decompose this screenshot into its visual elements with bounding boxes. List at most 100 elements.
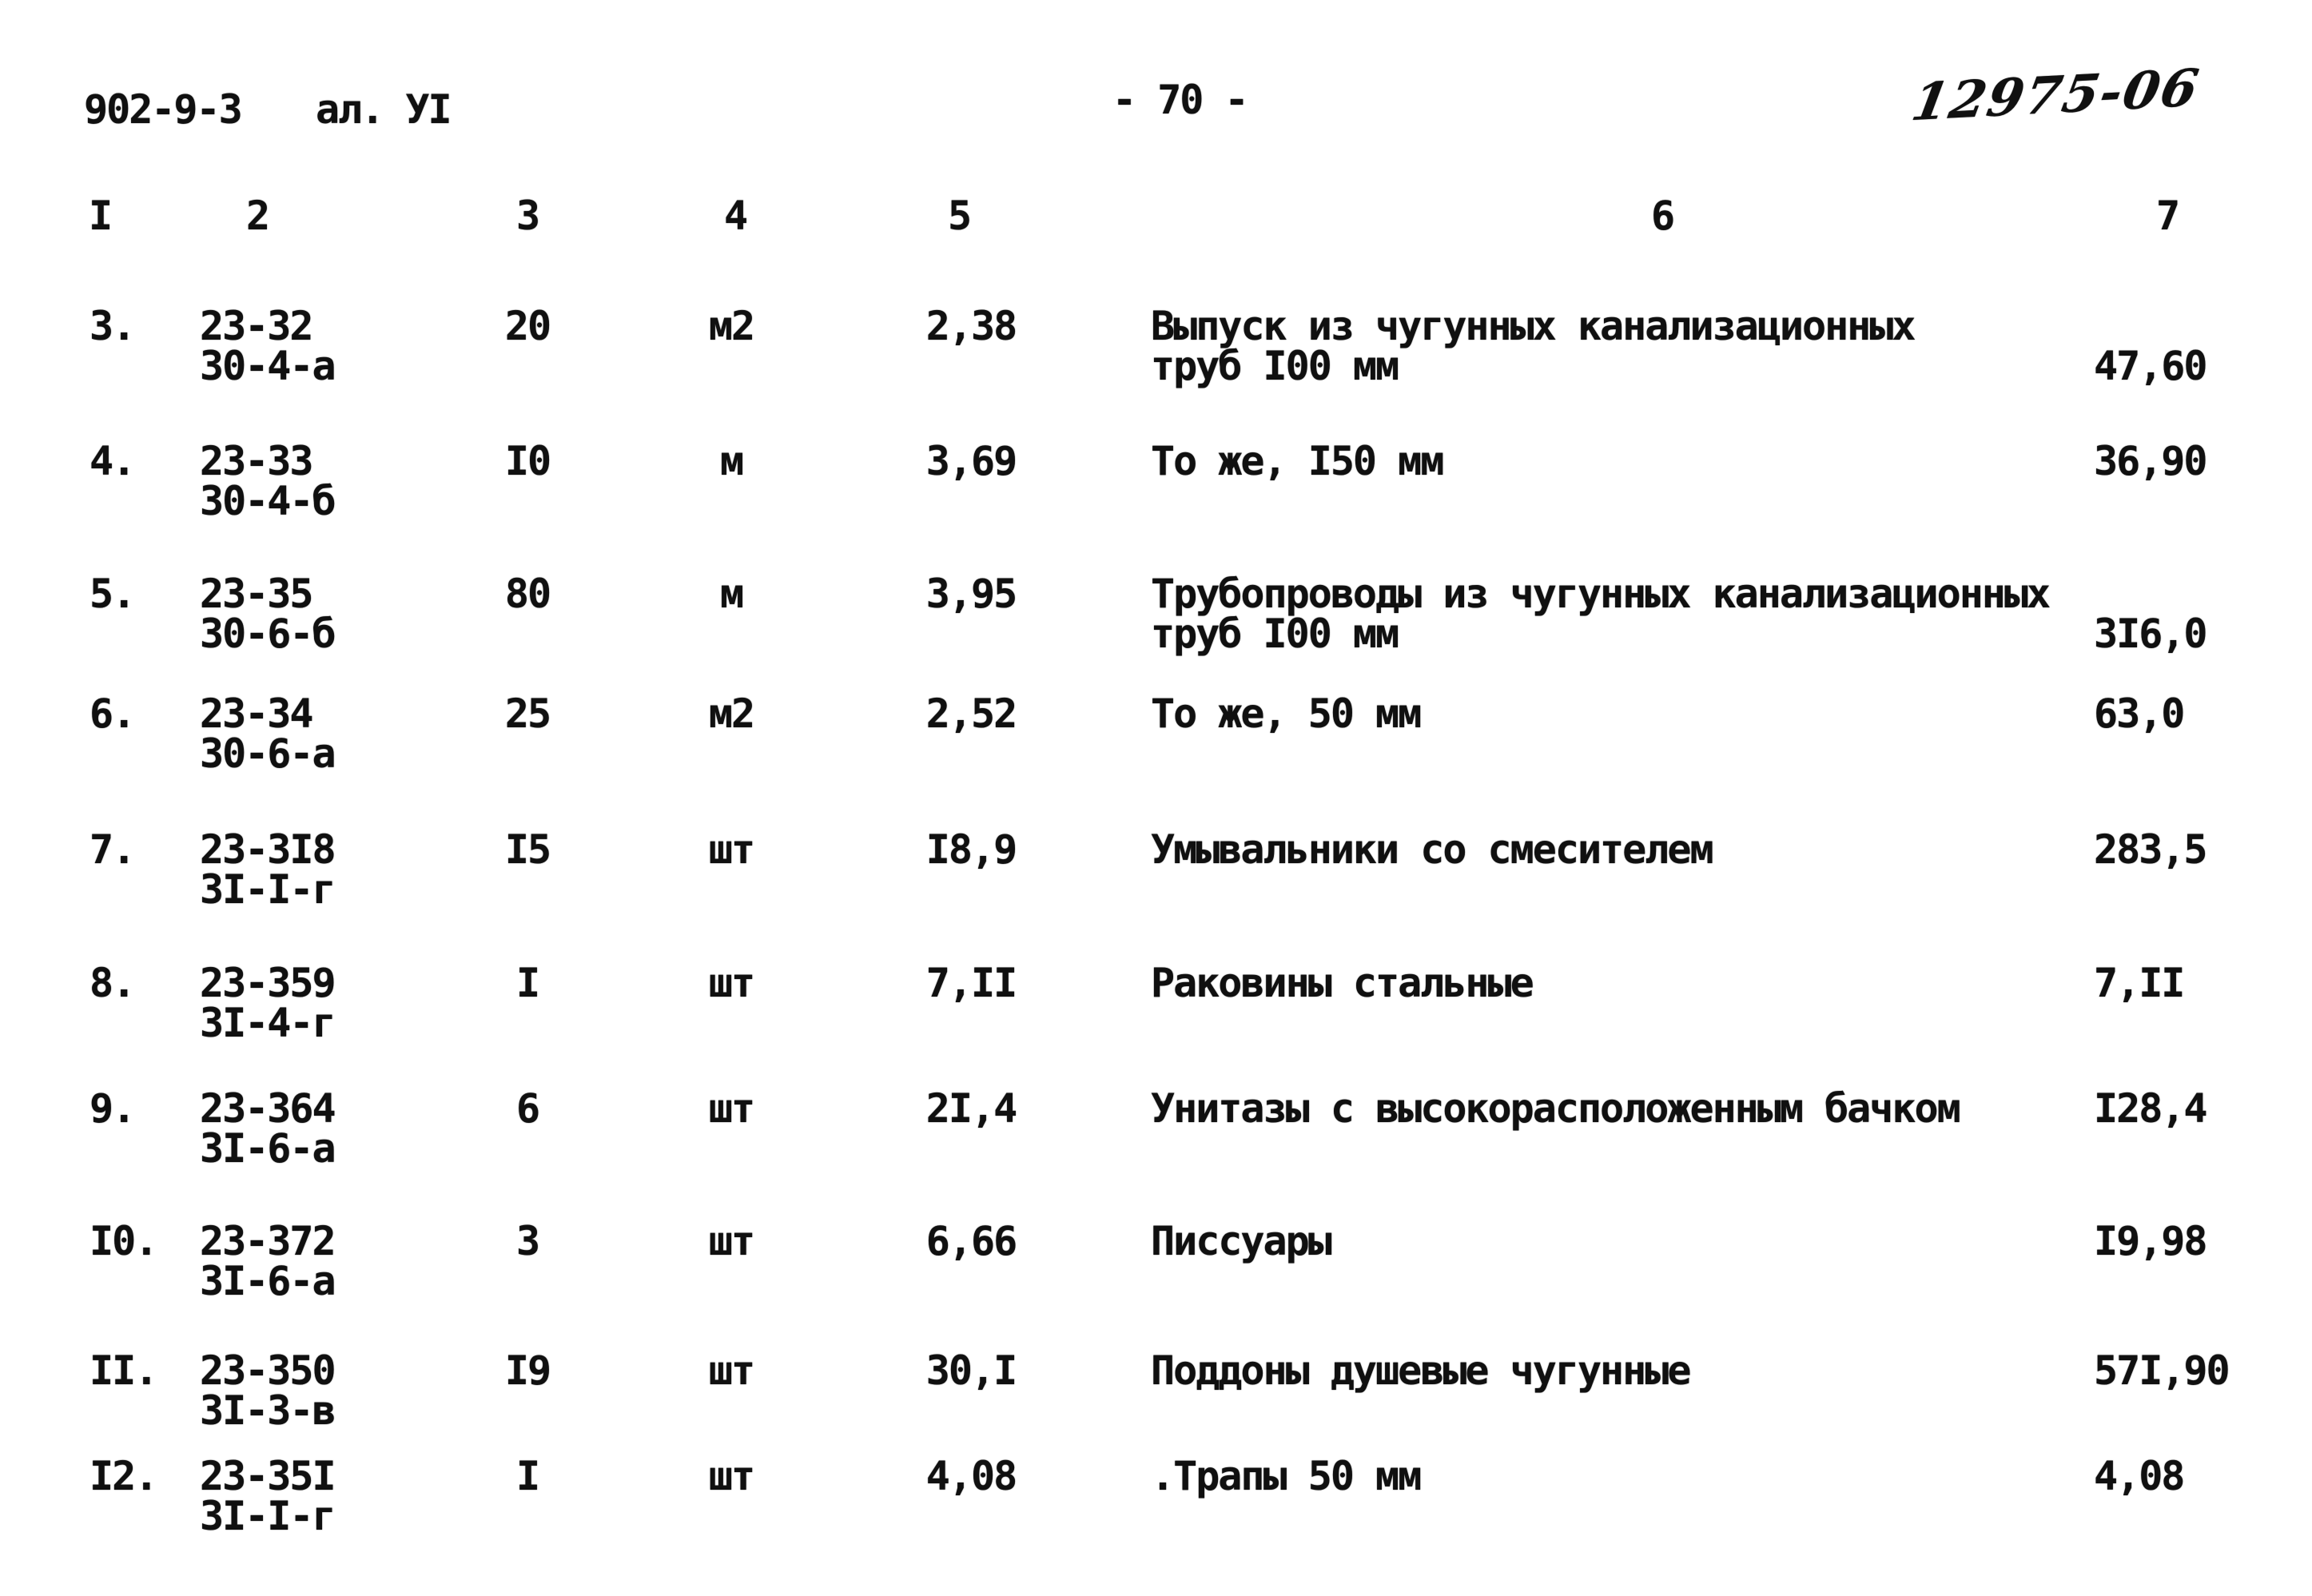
handwritten-inventory-number: 12975-06 [1907, 58, 2204, 133]
quantity: I [515, 1453, 540, 1499]
unit-cost: 2,38 [925, 303, 1017, 349]
total-cost: 4,08 [2094, 1453, 2185, 1499]
description-line: Поддоны душевые чугунные [1151, 1347, 1691, 1394]
column-header-row: I 2 3 4 5 6 7 [0, 196, 2312, 244]
description-line: Выпуск из чугунных канализационных [1151, 303, 1916, 349]
unit-cost: 30,I [925, 1347, 1017, 1394]
table-row: 9. 23-364 3I-6-а 6 шт 2I,4 Унитазы с высокорас… [0, 1089, 2312, 1220]
unit: м [719, 571, 744, 617]
page-number: - 70 - [1112, 77, 1249, 123]
table-row: 6. 23-34 30-6-а 25 м2 2,52 То же, 50 мм 63,0 [0, 694, 2312, 826]
quantity: I0 [504, 438, 551, 484]
column-header-7: 7 [2155, 193, 2180, 239]
unit: шт [708, 1453, 755, 1499]
unit-cost: 2,52 [925, 691, 1017, 737]
total-cost: 3I6,0 [2094, 611, 2208, 657]
total-cost: 57I,90 [2094, 1347, 2230, 1394]
estimate-code-line: 23-33 [200, 438, 314, 484]
description-line: Умывальники со смесителем [1151, 826, 1714, 873]
total-cost: 47,60 [2094, 343, 2208, 389]
total-cost: 36,90 [2094, 438, 2208, 484]
column-header-2: 2 [245, 193, 270, 239]
unit: шт [708, 1218, 755, 1264]
description-line: Трубопроводы из чугунных канализационных [1151, 571, 2051, 617]
estimate-code-line: 3I-I-г [200, 866, 336, 913]
estimate-code-line: 3I-6-а [200, 1125, 336, 1172]
row-number: 4. [90, 438, 136, 484]
total-cost: I9,98 [2094, 1218, 2208, 1264]
estimate-code-line: 3I-6-а [200, 1258, 336, 1304]
unit: шт [708, 960, 755, 1006]
quantity: 25 [504, 691, 551, 737]
estimate-code-line: 30-4-б [200, 478, 336, 524]
quantity: I5 [504, 826, 551, 873]
row-number: I2. [90, 1453, 158, 1499]
total-cost: 283,5 [2094, 826, 2208, 873]
quantity: 20 [504, 303, 551, 349]
unit-cost: 2I,4 [925, 1085, 1017, 1132]
description-line: То же, I50 мм [1151, 438, 1444, 484]
total-cost: I28,4 [2094, 1085, 2208, 1132]
estimate-code-line: 23-359 [200, 960, 336, 1006]
column-header-4: 4 [723, 193, 748, 239]
doc-series-code: 902-9-3 [84, 86, 243, 133]
table-row: 3. 23-32 30-4-а 20 м2 2,38 Выпуск из чугунных … [0, 306, 2312, 438]
row-number: 6. [90, 691, 136, 737]
unit-cost: 3,69 [925, 438, 1017, 484]
estimate-code-line: 30-4-а [200, 343, 336, 389]
row-number: 3. [90, 303, 136, 349]
estimate-code-line: 23-35I [200, 1453, 336, 1499]
table-row: 5. 23-35 30-6-б 80 м 3,95 Трубопроводы из чугу… [0, 574, 2312, 706]
unit: м [719, 438, 744, 484]
row-number: 5. [90, 571, 136, 617]
estimate-code-line: 23-34 [200, 691, 314, 737]
column-header-5: 5 [947, 193, 972, 239]
quantity: 6 [515, 1085, 540, 1132]
table-row: 7. 23-3I8 3I-I-г I5 шт I8,9 Умывальники со сме… [0, 830, 2312, 961]
row-number: 9. [90, 1085, 136, 1132]
estimate-code-line: 3I-3-в [200, 1387, 336, 1434]
description-line: То же, 50 мм [1151, 691, 1422, 737]
total-cost: 7,II [2094, 960, 2185, 1006]
table-row: 4. 23-33 30-4-б I0 м 3,69 То же, I50 мм 36,90 [0, 441, 2312, 573]
unit: шт [708, 1085, 755, 1132]
unit: м2 [708, 691, 755, 737]
description-line: .Трапы 50 мм [1151, 1453, 1422, 1499]
description-line: Писсуары [1151, 1218, 1332, 1264]
estimate-code-line: 23-372 [200, 1218, 336, 1264]
estimate-code-line: 3I-4-г [200, 1000, 336, 1046]
description-line: труб I00 мм [1151, 611, 1399, 657]
row-number: I0. [90, 1218, 158, 1264]
unit-cost: 7,II [925, 960, 1017, 1006]
unit: шт [708, 1347, 755, 1394]
unit: шт [708, 826, 755, 873]
unit: м2 [708, 303, 755, 349]
quantity: 80 [504, 571, 551, 617]
unit-cost: 4,08 [925, 1453, 1017, 1499]
quantity: I [515, 960, 540, 1006]
unit-cost: I8,9 [925, 826, 1017, 873]
estimate-code-line: 23-35 [200, 571, 314, 617]
row-number: II. [90, 1347, 158, 1394]
table-row: II. 23-350 3I-3-в I9 шт 30,I Поддоны душевые ч… [0, 1351, 2312, 1483]
unit-cost: 3,95 [925, 571, 1017, 617]
total-cost: 63,0 [2094, 691, 2185, 737]
unit-cost: 6,66 [925, 1218, 1017, 1264]
quantity: 3 [515, 1218, 540, 1264]
description-line: Раковины стальные [1151, 960, 1534, 1006]
table-row: I0. 23-372 3I-6-а 3 шт 6,66 Писсуары I9,98 [0, 1221, 2312, 1353]
estimate-code-line: 23-350 [200, 1347, 336, 1394]
estimate-code-line: 3I-I-г [200, 1493, 336, 1539]
quantity: I9 [504, 1347, 551, 1394]
column-header-1: I [88, 193, 113, 239]
estimate-code-line: 23-32 [200, 303, 314, 349]
estimate-code-line: 30-6-б [200, 611, 336, 657]
column-header-6: 6 [1650, 193, 1675, 239]
estimate-code-line: 23-3I8 [200, 826, 336, 873]
estimate-code-line: 23-364 [200, 1085, 336, 1132]
description-line: труб I00 мм [1151, 343, 1399, 389]
row-number: 7. [90, 826, 136, 873]
